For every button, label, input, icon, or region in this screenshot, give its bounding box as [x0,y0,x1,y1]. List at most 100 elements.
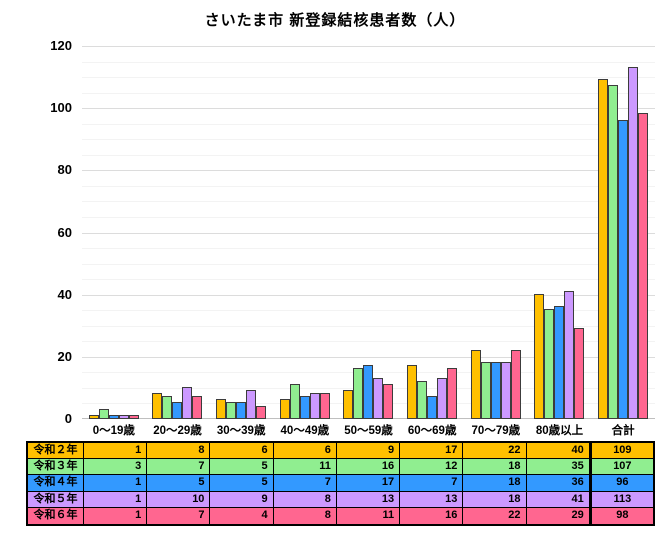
table-value-cell: 8 [273,507,337,524]
bar-group [82,46,146,419]
table-value-cell: 35 [526,459,590,476]
bar-series-2-cat-5 [353,368,364,419]
gridline-minor [82,139,655,141]
bar-series-3-cat-8 [554,306,565,419]
table-value-cell: 22 [463,443,527,460]
bar-series-5-cat-5 [383,384,394,419]
bar-series-1-cat-6 [407,365,418,419]
table-value-cell: 7 [400,475,464,492]
bar-series-4-cat-8 [564,291,575,419]
gridline-minor [82,325,655,327]
gridline-minor [82,154,655,156]
table-row-header: 令和２年 [28,443,84,460]
gridline-minor [82,279,655,281]
x-axis-category-label: 50～59歳 [344,425,393,437]
table-row-header: 令和６年 [28,507,84,524]
chart-title: さいたま市 新登録結核患者数（人） [204,12,466,29]
table-value-cell: 8 [147,443,211,460]
table-value-cell: 11 [273,459,337,476]
gridline-major [82,108,655,110]
bar-series-5-cat-8 [574,328,585,419]
bar-series-5-cat-1 [128,415,139,419]
table-value-cell: 36 [526,475,590,492]
table-value-cell: 9 [336,443,401,460]
table-row-header: 令和５年 [28,491,84,508]
gridline-minor [82,216,655,218]
bar-series-4-cat-2 [182,387,193,419]
table-value-cell: 5 [210,475,274,492]
table-value-cell: 8 [273,491,337,508]
bar-series-1-cat-3 [216,399,227,419]
table-value-cell: 6 [273,443,337,460]
table-value-cell: 5 [210,459,274,476]
bar-series-5-cat-7 [510,350,521,419]
table-total-cell: 113 [589,491,653,508]
bar-series-2-cat-6 [417,381,428,419]
table-value-cell: 11 [336,507,401,524]
bar-series-3-cat-9 [618,120,629,419]
x-axis-category-label: 20～29歳 [153,425,202,437]
gridline-major [82,46,655,47]
bar-series-2-cat-3 [226,402,237,419]
gridline-major [82,356,655,358]
table-value-cell: 6 [210,443,274,460]
gridline-minor [82,185,655,187]
bar-series-3-cat-7 [490,362,501,419]
bar-series-3-cat-1 [108,415,119,419]
gridline-minor [82,123,655,125]
bar-series-4-cat-1 [118,415,129,419]
table-value-cell: 40 [526,443,590,460]
bar-series-1-cat-7 [470,350,481,419]
bar-series-3-cat-4 [299,396,310,419]
bar-series-3-cat-3 [236,402,247,419]
table-value-cell: 16 [400,507,464,524]
bar-series-4-cat-9 [628,67,639,419]
table-total-cell: 96 [589,475,653,492]
table-value-cell: 1 [84,507,148,524]
bar-series-4-cat-3 [246,390,257,419]
x-axis-category-label: 0～19歳 [92,425,135,437]
x-axis-category-label: 40～49歳 [280,425,330,437]
gridline-minor [82,201,655,203]
bar-series-1-cat-4 [279,399,290,419]
bar-series-4-cat-5 [373,378,384,419]
bar-series-1-cat-8 [534,294,545,419]
table-value-cell: 13 [400,491,464,508]
table-value-cell: 9 [210,491,274,508]
gridline-minor [82,248,655,250]
bar-series-1-cat-9 [598,79,609,419]
gridline-major [82,294,655,296]
bar-series-3-cat-6 [427,396,438,419]
bar-series-2-cat-2 [162,396,173,419]
table-value-cell: 13 [336,491,401,508]
x-axis-category-label: 60～69歳 [407,425,457,437]
bar-series-5-cat-3 [256,406,267,419]
table-total-cell: 98 [589,507,653,524]
table-row-header: 令和４年 [28,475,84,492]
bar-group [209,46,273,419]
table-value-cell: 17 [336,475,401,492]
bar-series-2-cat-8 [544,309,555,419]
gridline-major [82,232,655,234]
table-value-cell: 17 [400,443,464,460]
table-value-cell: 29 [526,507,590,524]
table-value-cell: 7 [147,459,211,476]
data-table: 令和２年 1 8 6 6 9 17 22 40 109 令和３年 3 7 5 11 16 12 18 35 107 令和… [26,441,655,526]
table-value-cell: 5 [147,475,211,492]
table-value-cell: 1 [84,491,148,508]
table-value-cell: 7 [147,507,211,524]
table-value-cell: 4 [210,507,274,524]
bar-group [400,46,464,419]
bar-series-2-cat-9 [608,85,619,419]
bar-group [591,46,655,419]
table-value-cell: 22 [463,507,527,524]
table-value-cell: 41 [526,491,590,508]
bar-series-3-cat-2 [172,402,183,419]
table-value-cell: 16 [336,459,401,476]
table-value-cell: 18 [463,491,527,508]
x-axis-category-label: 80歳以上 [535,425,584,437]
gridline-minor [82,92,655,94]
gridline-minor [82,310,655,312]
bar-series-1-cat-1 [88,415,99,419]
